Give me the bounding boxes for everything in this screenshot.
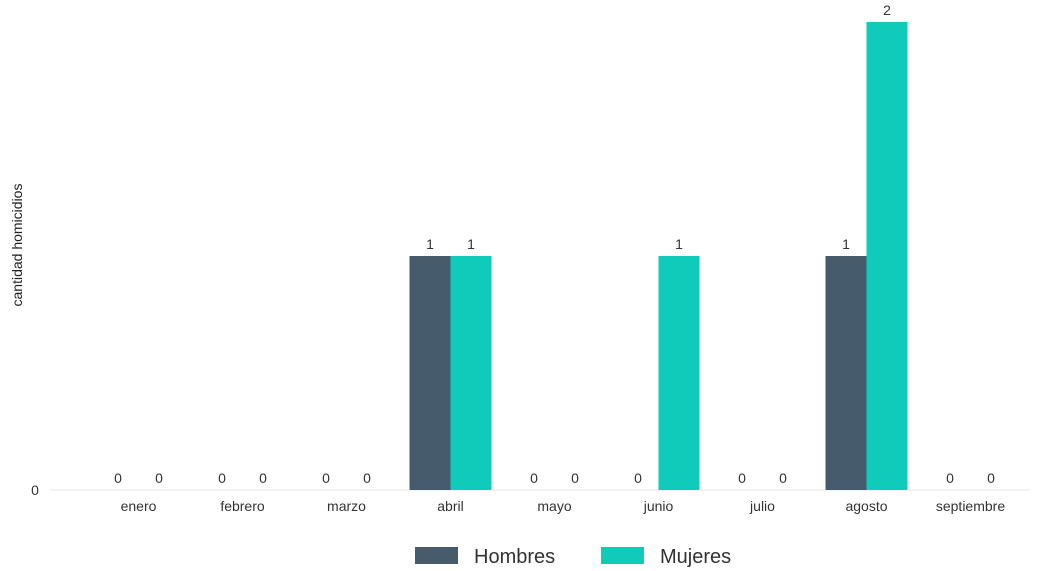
data-label: 0 [114,470,122,486]
data-labels: 0 0 0 1 0 0 0 1 0 0 0 0 1 0 1 0 2 0 [114,2,995,486]
bar-hombres-abril [409,256,451,490]
x-axis-ticks: enero febrero marzo abril mayo junio julio agos… [121,498,1006,514]
data-label: 0 [738,470,746,486]
legend-swatch-hombres [415,547,458,564]
data-label: 0 [322,470,330,486]
data-label: 1 [675,236,683,252]
legend-label-mujeres: Mujeres [660,546,731,568]
data-label: 0 [779,470,787,486]
x-tick-label: enero [121,498,157,514]
legend: Hombres Mujeres [415,546,731,568]
data-label: 2 [883,2,891,18]
y-tick-label: 0 [31,482,39,498]
bar-mujeres-junio [658,256,700,490]
data-label: 0 [530,470,538,486]
data-label: 0 [363,470,371,486]
bar-mujeres-agosto [866,22,908,490]
x-tick-label: mayo [537,498,571,514]
bar-hombres-agosto [825,256,867,490]
bar-mujeres-abril [450,256,492,490]
y-axis-ticks: 0 [31,482,39,498]
data-label: 0 [259,470,267,486]
data-label: 0 [946,470,954,486]
legend-label-hombres: Hombres [474,546,555,568]
data-label: 0 [155,470,163,486]
x-tick-label: agosto [845,498,887,514]
x-tick-label: julio [749,498,775,514]
bars [409,22,908,490]
x-tick-label: marzo [327,498,366,514]
y-axis-title: cantidad homicidios [9,184,25,307]
legend-swatch-mujeres [601,547,644,564]
x-tick-label: abril [437,498,463,514]
data-label: 0 [987,470,995,486]
data-label: 1 [842,236,850,252]
x-tick-label: febrero [220,498,265,514]
data-label: 0 [218,470,226,486]
data-label: 1 [467,236,475,252]
x-tick-label: septiembre [936,498,1005,514]
data-label: 0 [634,470,642,486]
data-label: 1 [426,236,434,252]
x-tick-label: junio [643,498,674,514]
data-label: 0 [571,470,579,486]
